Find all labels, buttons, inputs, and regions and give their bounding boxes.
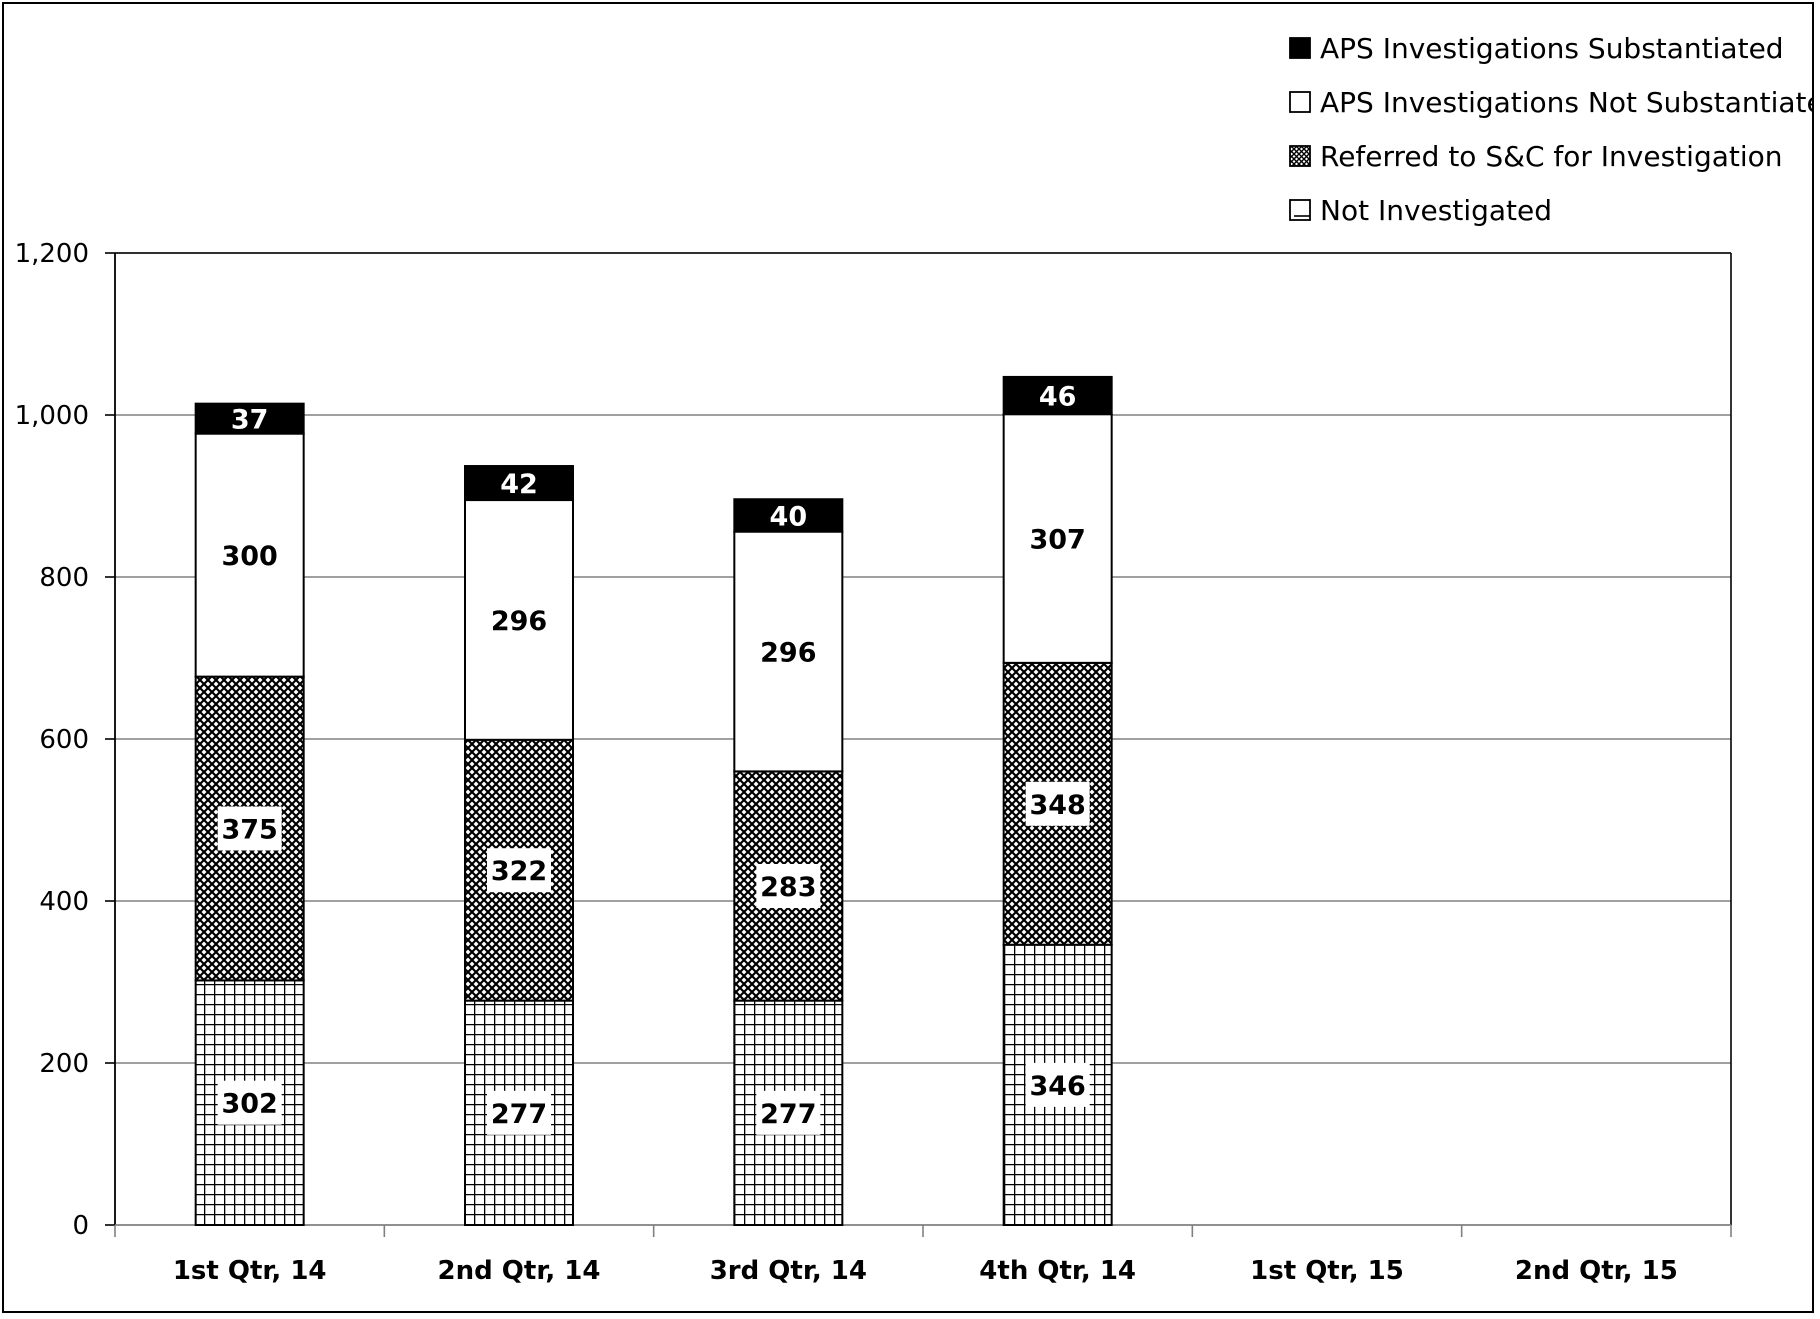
data-label: 46 (1039, 382, 1077, 413)
data-label: 40 (770, 501, 808, 532)
legend-item: APS Investigations Not Substantiated (1290, 86, 1812, 119)
y-tick-label: 1,200 (15, 239, 89, 269)
stacked-bar-chart: 0 200 400 600 800 1,000 1,200 1st Qtr, 14 2nd Qt… (4, 4, 1812, 1311)
x-tick-label: 1st Qtr, 14 (173, 1256, 327, 1286)
data-label: 277 (491, 1099, 547, 1130)
x-tick-label: 1st Qtr, 15 (1250, 1256, 1404, 1286)
data-label: 283 (760, 872, 816, 903)
x-tick-label: 2nd Qtr, 15 (1515, 1256, 1678, 1286)
data-label: 346 (1029, 1071, 1085, 1102)
y-tick-label: 200 (39, 1049, 89, 1079)
data-label: 300 (221, 541, 277, 572)
data-label: 296 (760, 638, 816, 669)
bars (196, 377, 1112, 1225)
legend-swatch (1290, 92, 1310, 112)
legend-label: APS Investigations Not Substantiated (1320, 86, 1812, 119)
y-tick-label: 400 (39, 887, 89, 917)
legend-label: Referred to S&C for Investigation (1320, 140, 1783, 173)
y-tick-label: 800 (39, 563, 89, 593)
data-label: 375 (221, 815, 277, 846)
data-label: 37 (231, 405, 269, 436)
x-tick-label: 3rd Qtr, 14 (710, 1256, 867, 1286)
x-tick-label: 2nd Qtr, 14 (438, 1256, 601, 1286)
data-label: 302 (221, 1089, 277, 1120)
legend-item: APS Investigations Substantiated (1290, 32, 1784, 65)
x-tick-label: 4th Qtr, 14 (979, 1256, 1136, 1286)
legend-label: APS Investigations Substantiated (1320, 32, 1784, 65)
data-label: 348 (1029, 790, 1085, 821)
data-label: 307 (1029, 525, 1085, 556)
data-labels: 302 375 300 37 277 322 296 42 277 283 296 40 346 348 3… (218, 382, 1090, 1135)
data-label: 277 (760, 1099, 816, 1130)
legend: APS Investigations Substantiated APS Inve… (1290, 32, 1812, 227)
gridlines (115, 253, 1731, 1063)
data-label: 322 (491, 856, 547, 887)
data-label: 42 (500, 469, 538, 500)
data-label: 296 (491, 606, 547, 637)
legend-swatch (1290, 146, 1310, 166)
y-tick-label: 0 (72, 1211, 89, 1241)
legend-item: Not Investigated (1290, 194, 1552, 227)
y-tick-label: 1,000 (15, 401, 89, 431)
y-tick-label: 600 (39, 725, 89, 755)
legend-item: Referred to S&C for Investigation (1290, 140, 1783, 173)
legend-swatch (1290, 38, 1310, 58)
legend-swatch (1290, 200, 1310, 220)
legend-label: Not Investigated (1320, 194, 1552, 227)
